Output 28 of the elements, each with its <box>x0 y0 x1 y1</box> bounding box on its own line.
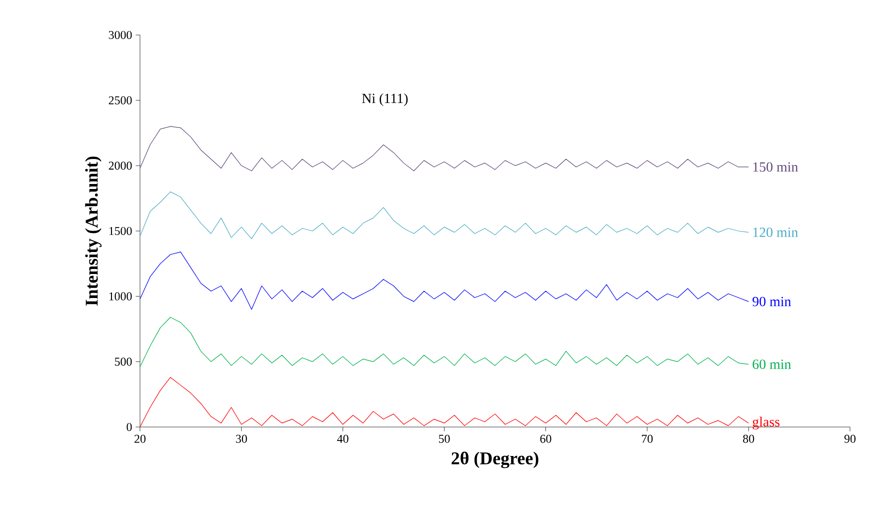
y-tick-label: 0 <box>126 422 132 432</box>
x-axis-title: 2θ (Degree) <box>452 452 538 468</box>
line-series <box>140 126 749 172</box>
series-label: 150 min <box>753 162 798 172</box>
y-tick-label: 1500 <box>109 226 132 236</box>
x-tick-label: 20 <box>134 434 146 443</box>
y-tick-label: 3000 <box>108 30 132 40</box>
series-label: 90 min <box>752 296 792 306</box>
x-tick-label: 90 <box>844 434 856 443</box>
y-axis-title: Intensity (Arb.unit) <box>85 156 102 306</box>
y-tick-label: 2500 <box>108 96 132 104</box>
x-tick-label: 70 <box>642 434 653 443</box>
series-label: 60 min <box>752 360 792 369</box>
series-label: glass <box>752 416 780 430</box>
x-tick-label: 50 <box>439 434 450 443</box>
line-series <box>140 252 749 310</box>
annotation: Ni (111) <box>362 93 408 106</box>
x-tick-label: 40 <box>337 434 348 443</box>
y-tick-label: 1000 <box>109 292 132 300</box>
x-tick-label: 60 <box>540 434 552 443</box>
line-series <box>140 316 749 368</box>
line-series <box>140 192 749 240</box>
y-tick-label: 500 <box>114 358 132 366</box>
series-label: 120 min <box>753 228 798 238</box>
x-tick-label: 30 <box>236 434 247 443</box>
x-tick-label: 80 <box>743 434 754 443</box>
line-series <box>140 377 749 428</box>
y-tick-label: 2000 <box>108 162 132 170</box>
